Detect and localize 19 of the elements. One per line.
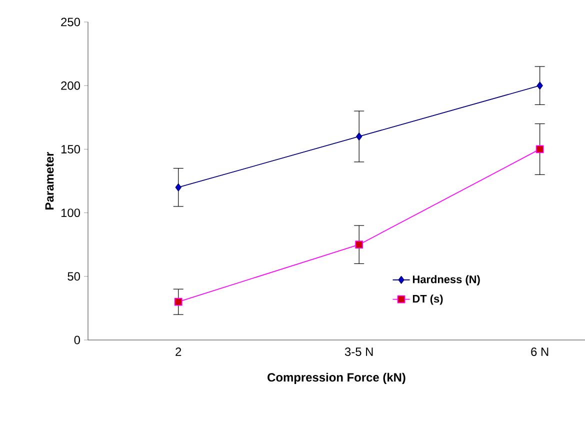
point bbox=[536, 82, 543, 90]
y-tick-label: 150 bbox=[61, 144, 80, 154]
y-axis-title: Parameter bbox=[45, 152, 54, 210]
legend-label: DT (s) bbox=[412, 294, 443, 305]
point bbox=[355, 240, 364, 249]
y-tick-label: 200 bbox=[61, 81, 80, 90]
point bbox=[174, 298, 182, 306]
legend-label: Hardness (N) bbox=[412, 275, 480, 286]
x-tick-label: 3-5 N bbox=[344, 348, 373, 356]
x-axis-title: Compression Force (kN) bbox=[268, 372, 406, 384]
x-tick-label: 6 N bbox=[531, 348, 548, 356]
point bbox=[536, 145, 544, 154]
y-tick-label: 250 bbox=[61, 18, 80, 26]
y-tick-label: 50 bbox=[68, 272, 80, 281]
point bbox=[175, 183, 182, 192]
y-tick-label: 0 bbox=[74, 336, 80, 344]
x-tick-label: 2 bbox=[176, 348, 182, 356]
point bbox=[356, 132, 362, 140]
y-tick-label: 100 bbox=[61, 208, 80, 218]
